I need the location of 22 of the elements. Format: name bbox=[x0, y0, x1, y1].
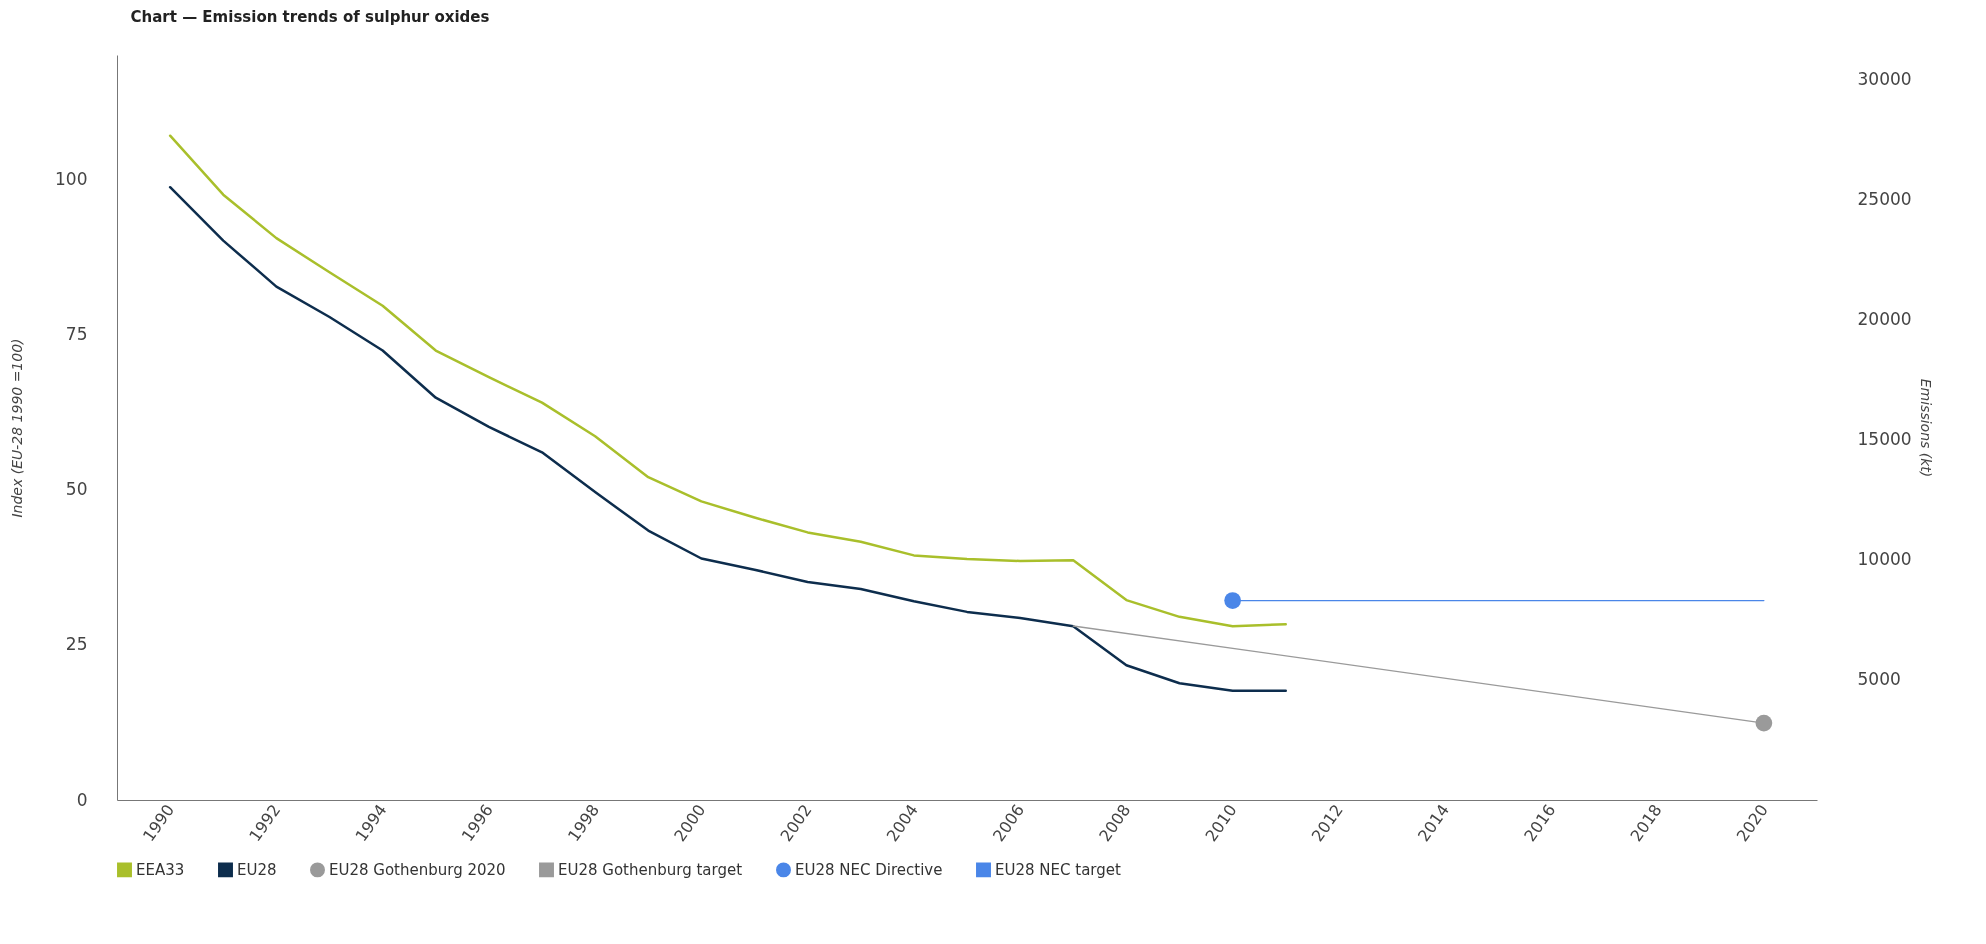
y2-tick-label: 20000 bbox=[1857, 308, 1912, 329]
legend-label: EU28 bbox=[237, 860, 277, 879]
y2-axis-title: Emissions (kt) bbox=[1917, 378, 1934, 478]
legend-label: EU28 NEC Directive bbox=[795, 860, 943, 879]
legend-label: EU28 Gothenburg 2020 bbox=[329, 860, 506, 879]
y-tick-label: 100 bbox=[55, 168, 88, 189]
legend-label: EU28 Gothenburg target bbox=[558, 860, 743, 879]
legend-label: EEA33 bbox=[136, 860, 185, 879]
y2-tick-label: 10000 bbox=[1857, 549, 1912, 570]
y-tick-label: 75 bbox=[65, 323, 88, 344]
chart-title: Chart — Emission trends of sulphur oxides bbox=[130, 8, 490, 26]
y2-tick-label: 30000 bbox=[1857, 68, 1912, 89]
y-axis-title: Index (EU-28 1990 =100) bbox=[9, 338, 26, 518]
y2-tick-label: 25000 bbox=[1857, 188, 1912, 209]
line-series bbox=[168, 185, 1287, 692]
line-series bbox=[168, 134, 1287, 628]
legend-label: EU28 NEC target bbox=[995, 860, 1121, 879]
y-tick-label: 25 bbox=[65, 634, 88, 655]
y-tick-label: 50 bbox=[65, 479, 88, 500]
y2-tick-label: 15000 bbox=[1857, 429, 1912, 450]
y-tick-label: 0 bbox=[76, 789, 88, 810]
y2-tick-label: 5000 bbox=[1857, 669, 1901, 690]
